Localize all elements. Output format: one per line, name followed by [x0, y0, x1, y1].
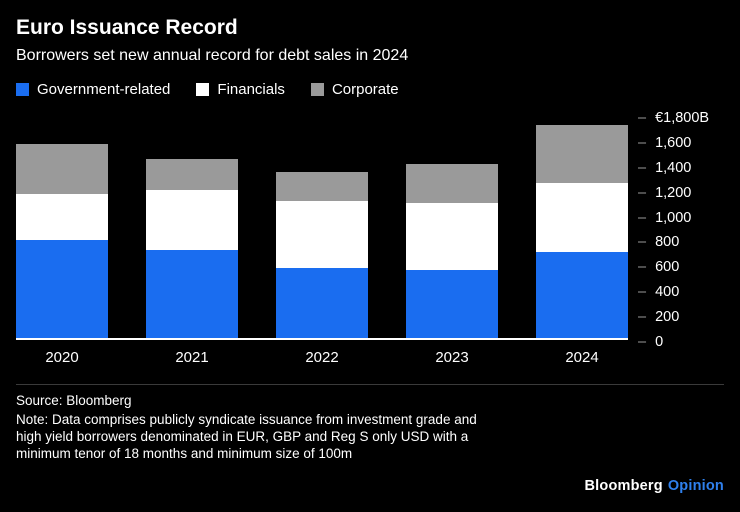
x-axis-label: 2023	[435, 349, 469, 366]
bar-segment-financials	[16, 193, 108, 241]
y-axis-tick: –0	[638, 334, 663, 350]
legend-swatch-icon	[196, 83, 210, 96]
bar-segment-corporate	[536, 124, 628, 184]
bar-segment-corporate	[276, 172, 368, 202]
legend-swatch-icon	[310, 83, 324, 96]
tick-dash-icon: –	[638, 309, 647, 326]
y-axis-tick: –600	[638, 259, 679, 275]
tick-dash-icon: –	[638, 334, 647, 350]
x-axis-labels: 2020 2021 2022 2023 2024	[16, 349, 628, 366]
tick-dash-icon: –	[638, 234, 647, 251]
chart-title: Euro Issuance Record	[16, 16, 238, 39]
tick-label: 200	[655, 309, 680, 326]
legend-item: Government-related	[16, 81, 170, 98]
x-axis-label: 2022	[305, 349, 339, 366]
bar-segment-financials	[536, 183, 628, 252]
bar-segment-government-related	[146, 250, 238, 338]
source-text: Source: Bloomberg	[16, 393, 132, 408]
y-axis-tick: –1,200	[638, 185, 691, 201]
tick-label: 1,000	[655, 209, 692, 226]
x-axis-label: 2020	[45, 349, 79, 366]
tick-dash-icon: –	[638, 259, 647, 276]
bar-segment-corporate	[146, 158, 238, 190]
x-axis-label: 2021	[175, 349, 209, 366]
legend-item: Financials	[196, 81, 285, 98]
legend: Government-related Financials Corporate	[16, 81, 724, 98]
chart-area: 2020 2021 2022 2023 2024 –0–200–400–600–800–…	[16, 110, 724, 366]
brand-bloomberg: Bloomberg	[584, 478, 663, 494]
bar-2023	[406, 118, 498, 338]
bar-2022	[276, 118, 368, 338]
tick-label: 1,200	[655, 184, 692, 201]
bar-2020	[16, 118, 108, 338]
y-axis-tick: –200	[638, 309, 679, 325]
tick-label: 0	[655, 334, 664, 350]
y-axis: –0–200–400–600–800–1,000–1,200–1,400–1,6…	[638, 110, 724, 350]
chart-subtitle: Borrowers set new annual record for debt…	[16, 47, 409, 64]
tick-dash-icon: –	[638, 184, 647, 201]
bar-segment-government-related	[406, 269, 498, 338]
brand-opinion: Opinion	[667, 478, 724, 494]
bar-segment-government-related	[276, 267, 368, 338]
legend-label: Corporate	[331, 81, 399, 98]
tick-label: 1,600	[655, 134, 692, 151]
plot-area	[16, 118, 628, 340]
bar-2021	[146, 118, 238, 338]
footer-divider	[16, 384, 724, 385]
brand-logo: Bloomberg Opinion	[584, 478, 724, 494]
tick-dash-icon: –	[638, 110, 647, 126]
bar-segment-financials	[146, 189, 238, 250]
bar-segment-financials	[276, 201, 368, 268]
y-axis-tick: –1,600	[638, 135, 691, 151]
y-axis-tick: –400	[638, 284, 679, 300]
note-text: Note: Data comprises publicly syndicate …	[16, 411, 477, 461]
tick-dash-icon: –	[638, 134, 647, 151]
tick-dash-icon: –	[638, 284, 647, 301]
x-axis-label: 2024	[565, 349, 599, 366]
y-axis-tick: –1,000	[638, 210, 691, 226]
tick-label: 1,400	[655, 159, 692, 176]
bar-segment-financials	[406, 202, 498, 270]
legend-swatch-icon	[16, 83, 29, 96]
tick-label: 800	[655, 234, 680, 251]
plot-column: 2020 2021 2022 2023 2024	[16, 118, 628, 366]
bar-segment-government-related	[536, 251, 628, 338]
bar-segment-government-related	[16, 240, 108, 338]
tick-dash-icon: –	[638, 159, 647, 176]
y-axis-tick: –800	[638, 234, 679, 250]
bar-segment-corporate	[16, 143, 108, 194]
legend-label: Government-related	[37, 81, 171, 98]
legend-label: Financials	[217, 81, 285, 98]
y-axis-tick: –1,400	[638, 160, 691, 176]
footer: Source: Bloomberg Note: Data comprises p…	[16, 385, 724, 463]
tick-label: 600	[655, 259, 680, 276]
legend-item: Corporate	[310, 81, 399, 98]
y-axis-tick: – €1,800B	[638, 110, 709, 126]
bar-segment-corporate	[406, 164, 498, 203]
tick-label: 400	[655, 284, 680, 301]
bar-2024	[536, 118, 628, 338]
tick-dash-icon: –	[638, 209, 647, 226]
tick-label: €1,800B	[655, 110, 710, 126]
